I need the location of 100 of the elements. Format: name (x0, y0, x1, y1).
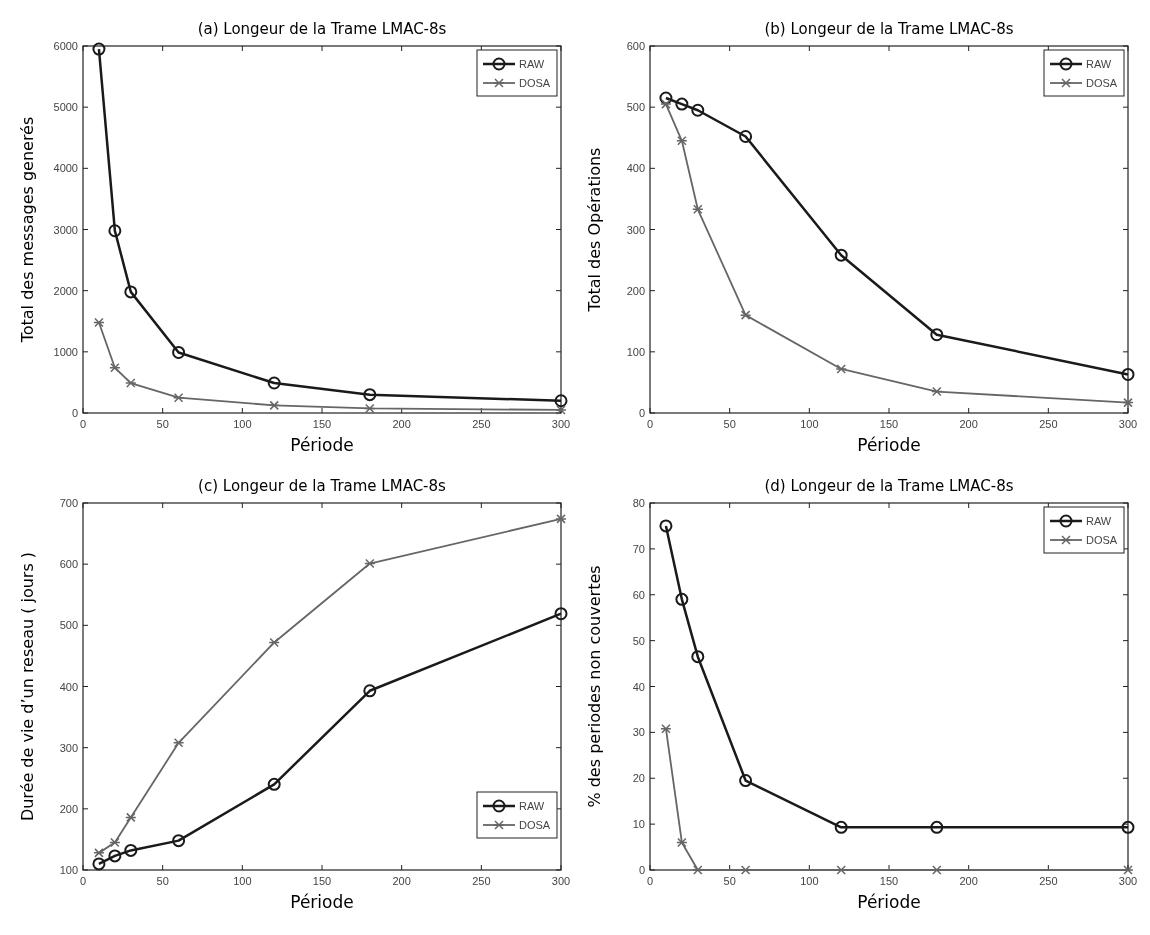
y-tick-label: 300 (626, 223, 645, 236)
x-tick-label: 200 (959, 418, 978, 430)
x-tick-label: 300 (1118, 418, 1138, 430)
point (109, 837, 121, 848)
point (691, 650, 705, 664)
x-tick-label: 0 (646, 418, 654, 430)
point (692, 865, 704, 875)
point (692, 204, 704, 215)
point (1122, 397, 1134, 408)
x-tick-label: 100 (233, 875, 252, 887)
x-tick-label: 300 (1118, 875, 1138, 887)
x-tick-label: 300 (551, 418, 571, 430)
point (108, 224, 122, 238)
x-tick-label: 50 (156, 418, 169, 430)
y-axis-title: Total des messages generés (18, 116, 37, 344)
point (172, 392, 185, 403)
y-tick-label: 30 (632, 726, 645, 739)
point (172, 738, 185, 748)
y-tick-label: 60 (632, 588, 645, 601)
y-tick-label: 50 (632, 634, 645, 647)
point (676, 136, 688, 146)
point (739, 130, 753, 144)
x-tick-label: 150 (312, 875, 332, 887)
x-tick-label: 150 (879, 875, 899, 887)
y-axis-title: Durée de vie d’un reseau ( jours ) (18, 551, 37, 822)
x-tick-label: 150 (312, 418, 332, 430)
point (172, 345, 186, 359)
point (555, 514, 567, 524)
x-tick-label: 300 (551, 875, 571, 887)
x-axis-title: Période (290, 435, 354, 455)
point (125, 378, 137, 388)
y-tick-label: 1000 (53, 345, 78, 358)
y-tick-label: 40 (632, 680, 645, 693)
y-tick-label: 5000 (53, 101, 78, 114)
y-tick-label: 100 (626, 345, 645, 358)
y-tick-label: 4000 (53, 162, 78, 175)
point (930, 820, 944, 834)
point (675, 592, 689, 606)
y-axis-title: Total des Opérations (585, 147, 604, 313)
x-tick-label: 200 (392, 875, 411, 887)
point (267, 376, 281, 390)
point (554, 394, 568, 408)
point (125, 812, 137, 823)
point (691, 103, 705, 117)
point (660, 99, 672, 109)
point (108, 849, 122, 863)
x-axis-title: Période (290, 892, 354, 912)
y-tick-label: 6000 (53, 40, 78, 52)
point (268, 637, 280, 648)
point (1121, 367, 1135, 381)
point (268, 400, 280, 411)
point (364, 403, 376, 414)
point (930, 328, 944, 342)
x-tick-label: 50 (723, 418, 736, 430)
point (93, 848, 105, 858)
x-tick-label: 100 (800, 875, 819, 887)
legend-label: RAW (519, 800, 545, 812)
y-tick-label: 2000 (53, 284, 78, 297)
point (364, 558, 376, 569)
point (835, 865, 847, 875)
point (739, 774, 753, 788)
chart-title: (c) Longeur de la Trame LMAC-8s (198, 477, 447, 495)
legend-label: DOSA (519, 819, 551, 831)
y-tick-label: 80 (632, 497, 645, 509)
point (92, 857, 106, 871)
x-tick-label: 200 (392, 418, 411, 430)
y-tick-label: 0 (638, 407, 645, 419)
y-tick-label: 70 (632, 542, 645, 555)
point (555, 405, 567, 415)
x-tick-label: 0 (79, 418, 87, 430)
legend-label: DOSA (1086, 534, 1118, 546)
y-tick-label: 400 (59, 680, 78, 693)
point (1121, 820, 1135, 834)
y-tick-label: 500 (59, 619, 78, 632)
chart-title: (a) Longeur de la Trame LMAC-8s (197, 20, 447, 38)
point (676, 837, 688, 848)
point (124, 285, 138, 299)
legend-label: RAW (1086, 515, 1112, 527)
x-tick-label: 250 (1039, 875, 1058, 887)
x-axis-title: Période (857, 892, 921, 912)
point (659, 91, 673, 105)
y-tick-label: 600 (626, 40, 645, 52)
legend-label: DOSA (1086, 77, 1118, 89)
legend-label: RAW (1086, 58, 1112, 70)
point (834, 248, 848, 262)
legend-label: DOSA (519, 77, 551, 89)
chart-title: (b) Longeur de la Trame LMAC-8s (764, 20, 1014, 38)
point (554, 607, 568, 621)
y-tick-label: 500 (626, 101, 645, 114)
x-tick-label: 50 (723, 875, 736, 887)
y-tick-label: 600 (59, 558, 78, 571)
y-tick-label: 200 (626, 284, 645, 297)
y-tick-label: 400 (626, 162, 645, 175)
point (124, 843, 138, 857)
point (363, 388, 377, 402)
x-tick-label: 0 (646, 875, 654, 887)
point (92, 42, 106, 56)
y-axis-title: % des periodes non couvertes (585, 565, 604, 808)
x-axis-title: Période (857, 435, 921, 455)
legend-label: RAW (519, 58, 545, 70)
